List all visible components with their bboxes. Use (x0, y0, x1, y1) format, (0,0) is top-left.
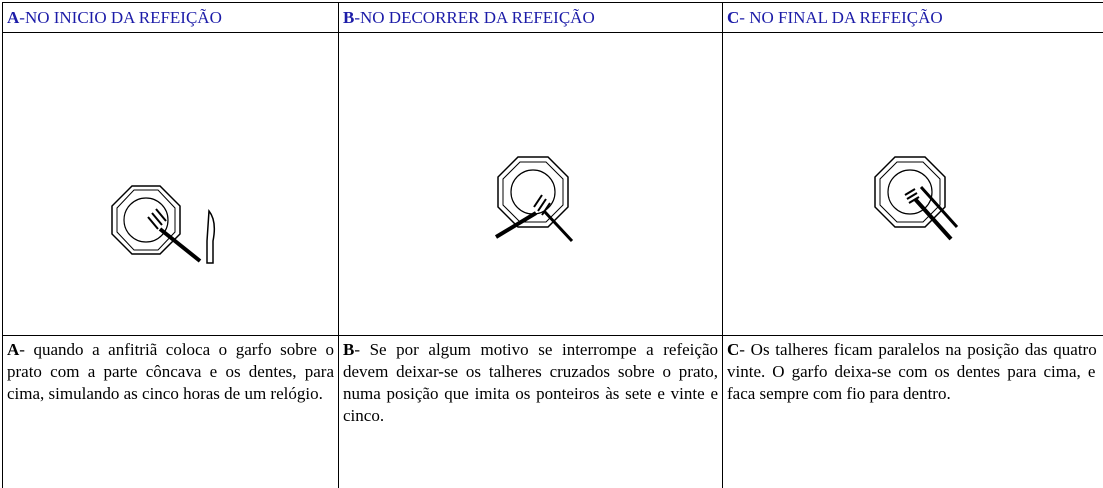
plate-icon (874, 156, 959, 241)
body-text: - Se por algum motivo se interrompe a re… (343, 340, 718, 425)
header-text: -NO DECORRER DA REFEIÇÃO (354, 8, 595, 27)
header-letter: B (343, 8, 355, 27)
body-letter: C (727, 340, 740, 359)
image-cell (338, 32, 723, 336)
header-letter: C (727, 8, 740, 27)
text-cell: C- Os talheres ficam paralelos na posiçã… (722, 335, 1103, 488)
image-cell (2, 32, 339, 336)
plate-icon (111, 185, 216, 264)
text-row: A- quando a anfitriã coloca o garfo sobr… (2, 335, 1103, 488)
image-cell (722, 32, 1103, 336)
body-letter: A (7, 340, 20, 359)
header-letter: A (7, 8, 20, 27)
body-text: - quando a anfitriã coloca o garfo sobre… (7, 340, 334, 403)
text-cell: A- quando a anfitriã coloca o garfo sobr… (2, 335, 339, 488)
header-row: A-NO INICIO DA REFEIÇÃO B-NO DECORRER DA… (2, 2, 1103, 33)
header-cell: A-NO INICIO DA REFEIÇÃO (2, 2, 339, 33)
header-text: -NO INICIO DA REFEIÇÃO (19, 8, 222, 27)
plate-icon (494, 156, 574, 243)
image-row (2, 32, 1103, 336)
header-cell: C- NO FINAL DA REFEIÇÃO (722, 2, 1103, 33)
text-cell: B- Se por algum motivo se interrompe a r… (338, 335, 723, 488)
body-letter: B (343, 340, 355, 359)
header-text: - NO FINAL DA REFEIÇÃO (739, 8, 943, 27)
body-text: - Os talheres ficam paralelos na posição… (727, 340, 1103, 403)
header-cell: B-NO DECORRER DA REFEIÇÃO (338, 2, 723, 33)
